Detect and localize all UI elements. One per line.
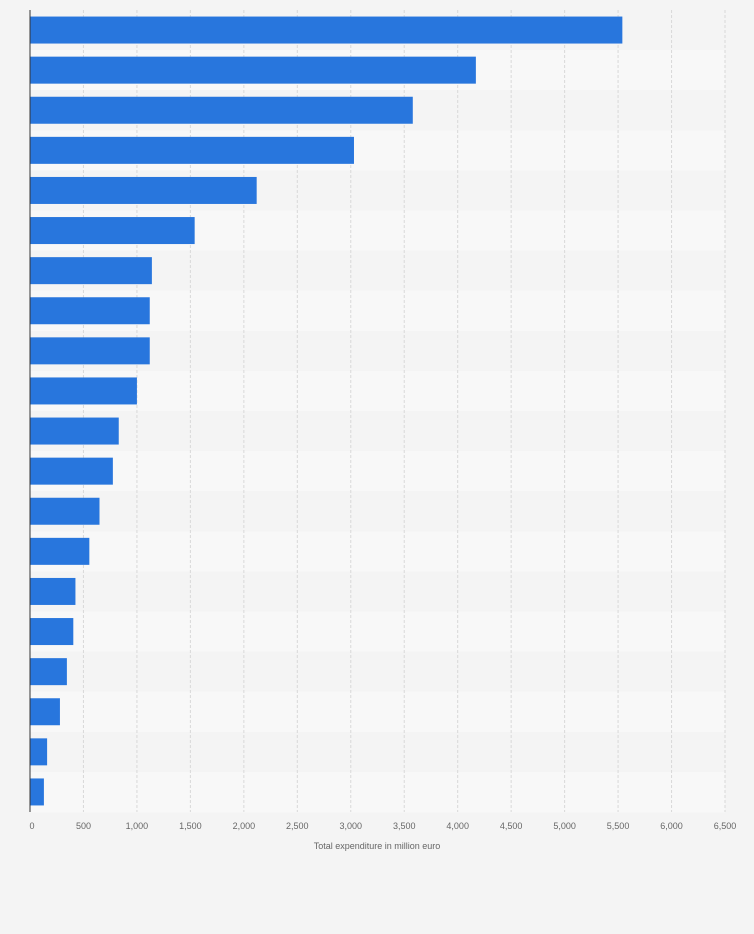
row-band	[30, 731, 725, 773]
bar[interactable]	[30, 417, 119, 445]
bar[interactable]	[30, 698, 60, 726]
grid-lines	[82, 10, 726, 812]
x-axis-title: Total expenditure in million euro	[314, 841, 441, 851]
bar[interactable]	[30, 497, 100, 525]
row-band	[30, 771, 725, 813]
x-tick-label: 5,500	[607, 821, 630, 831]
bar[interactable]	[30, 577, 76, 605]
x-tick-label: 500	[76, 821, 91, 831]
bar[interactable]	[30, 16, 623, 44]
bar[interactable]	[30, 658, 67, 686]
x-tick-label: 0	[29, 821, 34, 831]
row-band	[30, 611, 725, 653]
row-band	[30, 651, 725, 693]
x-tick-label: 1,500	[179, 821, 202, 831]
bar[interactable]	[30, 257, 152, 285]
bar[interactable]	[30, 457, 113, 485]
row-band	[30, 370, 725, 412]
bar[interactable]	[30, 297, 150, 325]
bars	[30, 16, 623, 806]
bar[interactable]	[30, 778, 44, 806]
row-band	[30, 491, 725, 532]
x-tick-label: 6,000	[660, 821, 683, 831]
x-tick-label: 2,000	[233, 821, 256, 831]
x-tick-label: 4,500	[500, 821, 523, 831]
row-band	[30, 531, 725, 572]
bar[interactable]	[30, 136, 354, 164]
x-axis-ticks: 0 500 1,000 1,500 2,000 2,500 3,000 3,500 4,000 4…	[29, 821, 736, 831]
bar[interactable]	[30, 537, 90, 565]
bar[interactable]	[30, 738, 48, 766]
bar[interactable]	[30, 176, 257, 204]
x-tick-label: 2,500	[286, 821, 309, 831]
x-tick-label: 1,000	[126, 821, 149, 831]
row-band	[30, 571, 725, 612]
bar[interactable]	[30, 96, 413, 124]
row-bands	[30, 10, 725, 813]
x-tick-label: 4,000	[446, 821, 469, 831]
x-tick-label: 5,000	[553, 821, 576, 831]
x-tick-label: 6,500	[714, 821, 737, 831]
row-band	[30, 411, 725, 452]
bar[interactable]	[30, 56, 476, 84]
x-tick-label: 3,500	[393, 821, 416, 831]
bar[interactable]	[30, 618, 74, 646]
row-band	[30, 451, 725, 492]
bar[interactable]	[30, 337, 150, 365]
x-tick-label: 3,000	[340, 821, 363, 831]
bar[interactable]	[30, 217, 195, 245]
row-band	[30, 691, 725, 733]
bar[interactable]	[30, 377, 137, 405]
